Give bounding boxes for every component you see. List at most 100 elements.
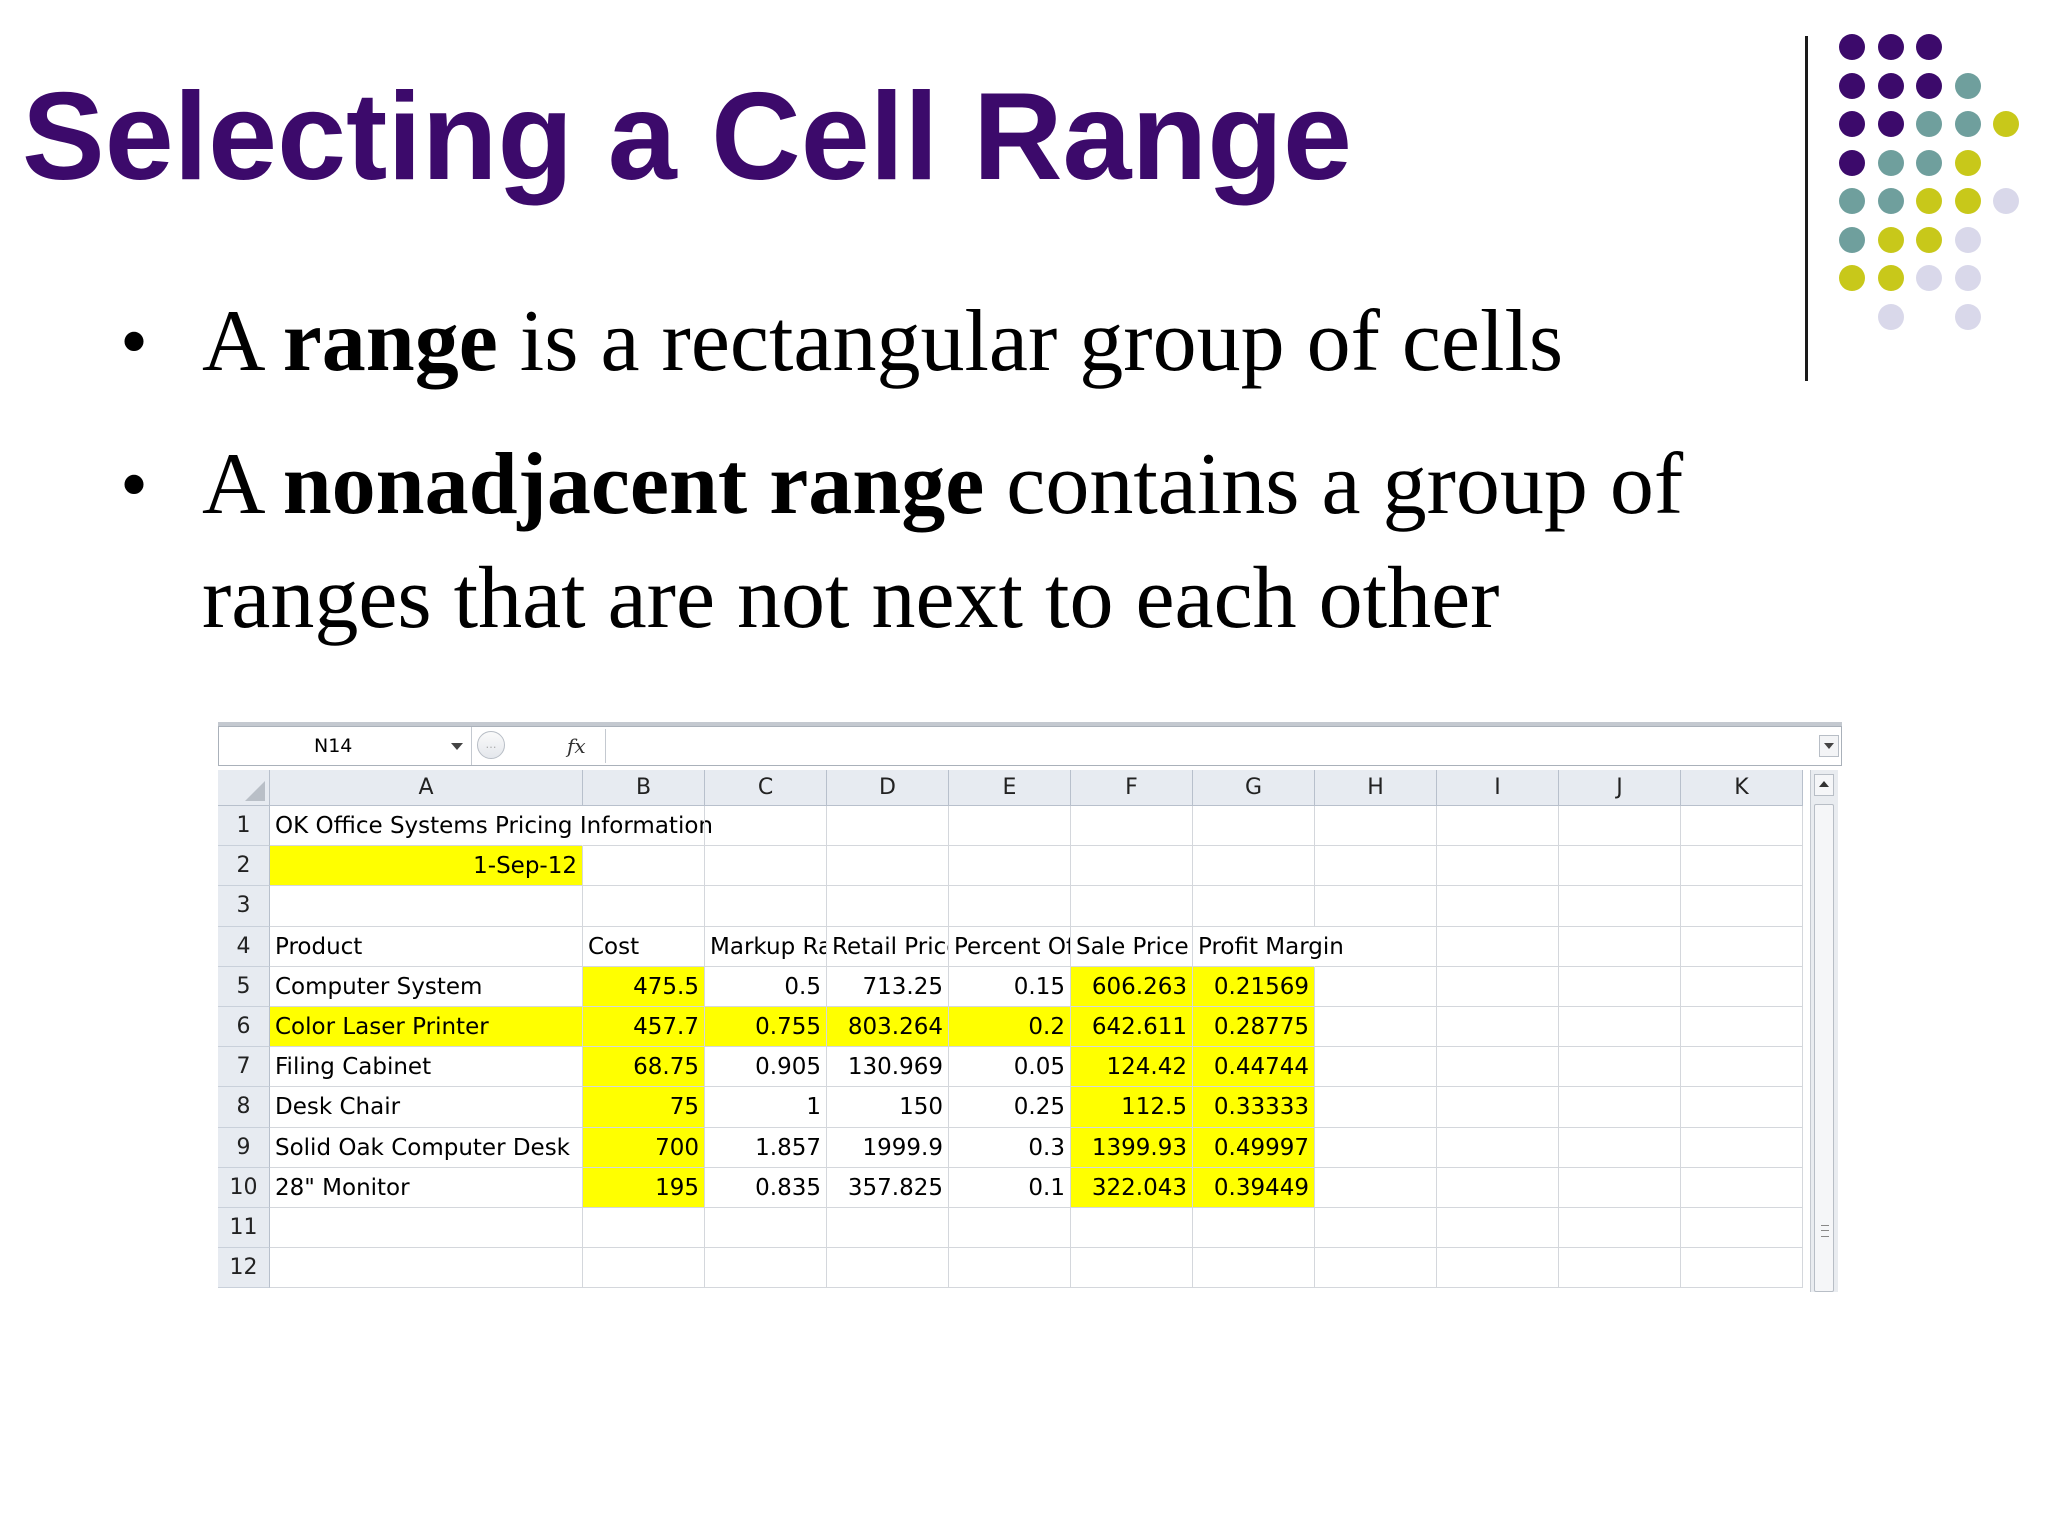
cell-d2[interactable] [827,846,949,887]
cell-f9[interactable]: 1399.93 [1071,1127,1193,1168]
cell-i6[interactable] [1437,1007,1559,1048]
expand-formula-bar-icon[interactable] [1819,735,1839,757]
cell-f1[interactable] [1071,806,1193,847]
column-header-c[interactable]: C [705,770,827,806]
cell-k2[interactable] [1681,846,1803,887]
cell-h11[interactable] [1315,1208,1437,1249]
cell-d4[interactable]: Retail Price [827,926,949,967]
cell-f8[interactable]: 112.5 [1071,1087,1193,1128]
cell-i3[interactable] [1437,886,1559,927]
cell-g4[interactable]: Profit Margin [1193,927,1344,967]
cell-k1[interactable] [1681,806,1803,847]
formula-input[interactable] [609,727,1809,765]
column-header-f[interactable]: F [1071,770,1193,806]
cell-e3[interactable] [949,886,1071,927]
cell-k8[interactable] [1681,1087,1803,1128]
cell-i11[interactable] [1437,1208,1559,1249]
cell-f2[interactable] [1071,846,1193,887]
cell-b8[interactable]: 75 [583,1087,705,1128]
column-header-j[interactable]: J [1559,770,1681,806]
cell-j8[interactable] [1559,1087,1681,1128]
cell-d9[interactable]: 1999.9 [827,1127,949,1168]
cell-a7[interactable]: Filing Cabinet [270,1047,583,1088]
cell-i9[interactable] [1437,1127,1559,1168]
cell-c9[interactable]: 1.857 [705,1127,827,1168]
cell-c5[interactable]: 0.5 [705,966,827,1007]
cell-g11[interactable] [1193,1208,1315,1249]
cell-k7[interactable] [1681,1047,1803,1088]
cell-a4[interactable]: Product [270,926,583,967]
cell-b10[interactable]: 195 [583,1167,705,1208]
cell-j10[interactable] [1559,1167,1681,1208]
cell-g1[interactable] [1193,806,1315,847]
cell-f7[interactable]: 124.42 [1071,1047,1193,1088]
cell-i2[interactable] [1437,846,1559,887]
cell-b4[interactable]: Cost [583,926,705,967]
cell-j3[interactable] [1559,886,1681,927]
cell-j1[interactable] [1559,806,1681,847]
cell-g12[interactable] [1193,1248,1315,1289]
cell-h9[interactable] [1315,1127,1437,1168]
cell-j5[interactable] [1559,966,1681,1007]
cell-i4[interactable] [1437,926,1559,967]
cell-a8[interactable]: Desk Chair [270,1087,583,1128]
row-header-9[interactable]: 9 [218,1127,270,1168]
cell-j9[interactable] [1559,1127,1681,1168]
row-header-3[interactable]: 3 [218,886,270,927]
cell-c8[interactable]: 1 [705,1087,827,1128]
cell-d10[interactable]: 357.825 [827,1167,949,1208]
name-box[interactable]: N14 [219,727,472,765]
cell-a3[interactable] [270,886,583,927]
cell-b2[interactable] [583,846,705,887]
cell-h7[interactable] [1315,1047,1437,1088]
row-header-11[interactable]: 11 [218,1208,270,1249]
row-header-7[interactable]: 7 [218,1047,270,1088]
cell-k6[interactable] [1681,1007,1803,1048]
cell-i5[interactable] [1437,966,1559,1007]
cell-k5[interactable] [1681,966,1803,1007]
cell-e11[interactable] [949,1208,1071,1249]
column-header-e[interactable]: E [949,770,1071,806]
column-header-h[interactable]: H [1315,770,1437,806]
cell-g6[interactable]: 0.28775 [1193,1007,1315,1048]
cell-d5[interactable]: 713.25 [827,966,949,1007]
vertical-scrollbar[interactable] [1810,770,1838,1292]
cell-j7[interactable] [1559,1047,1681,1088]
cell-g9[interactable]: 0.49997 [1193,1127,1315,1168]
row-header-4[interactable]: 4 [218,926,270,967]
cell-a11[interactable] [270,1208,583,1249]
cell-d7[interactable]: 130.969 [827,1047,949,1088]
row-header-1[interactable]: 1 [218,806,270,847]
cell-h10[interactable] [1315,1167,1437,1208]
cell-f6[interactable]: 642.611 [1071,1007,1193,1048]
cell-g3[interactable] [1193,886,1315,927]
cell-b6[interactable]: 457.7 [583,1007,705,1048]
cell-k3[interactable] [1681,886,1803,927]
column-header-b[interactable]: B [583,770,705,806]
cell-d6[interactable]: 803.264 [827,1007,949,1048]
cell-f11[interactable] [1071,1208,1193,1249]
cell-g2[interactable] [1193,846,1315,887]
cell-b12[interactable] [583,1248,705,1289]
cell-d12[interactable] [827,1248,949,1289]
cell-i7[interactable] [1437,1047,1559,1088]
cell-j2[interactable] [1559,846,1681,887]
cell-c1[interactable] [705,806,827,847]
cell-h8[interactable] [1315,1087,1437,1128]
cell-c11[interactable] [705,1208,827,1249]
cell-i1[interactable] [1437,806,1559,847]
cell-h12[interactable] [1315,1248,1437,1289]
cell-k12[interactable] [1681,1248,1803,1289]
cell-i12[interactable] [1437,1248,1559,1289]
cell-h4[interactable] [1315,926,1437,967]
cell-b7[interactable]: 68.75 [583,1047,705,1088]
cell-j6[interactable] [1559,1007,1681,1048]
cell-f12[interactable] [1071,1248,1193,1289]
cell-k11[interactable] [1681,1208,1803,1249]
cell-h6[interactable] [1315,1007,1437,1048]
cell-e12[interactable] [949,1248,1071,1289]
cell-b5[interactable]: 475.5 [583,966,705,1007]
cell-c4[interactable]: Markup Rate [705,926,827,967]
cell-f3[interactable] [1071,886,1193,927]
cell-c7[interactable]: 0.905 [705,1047,827,1088]
